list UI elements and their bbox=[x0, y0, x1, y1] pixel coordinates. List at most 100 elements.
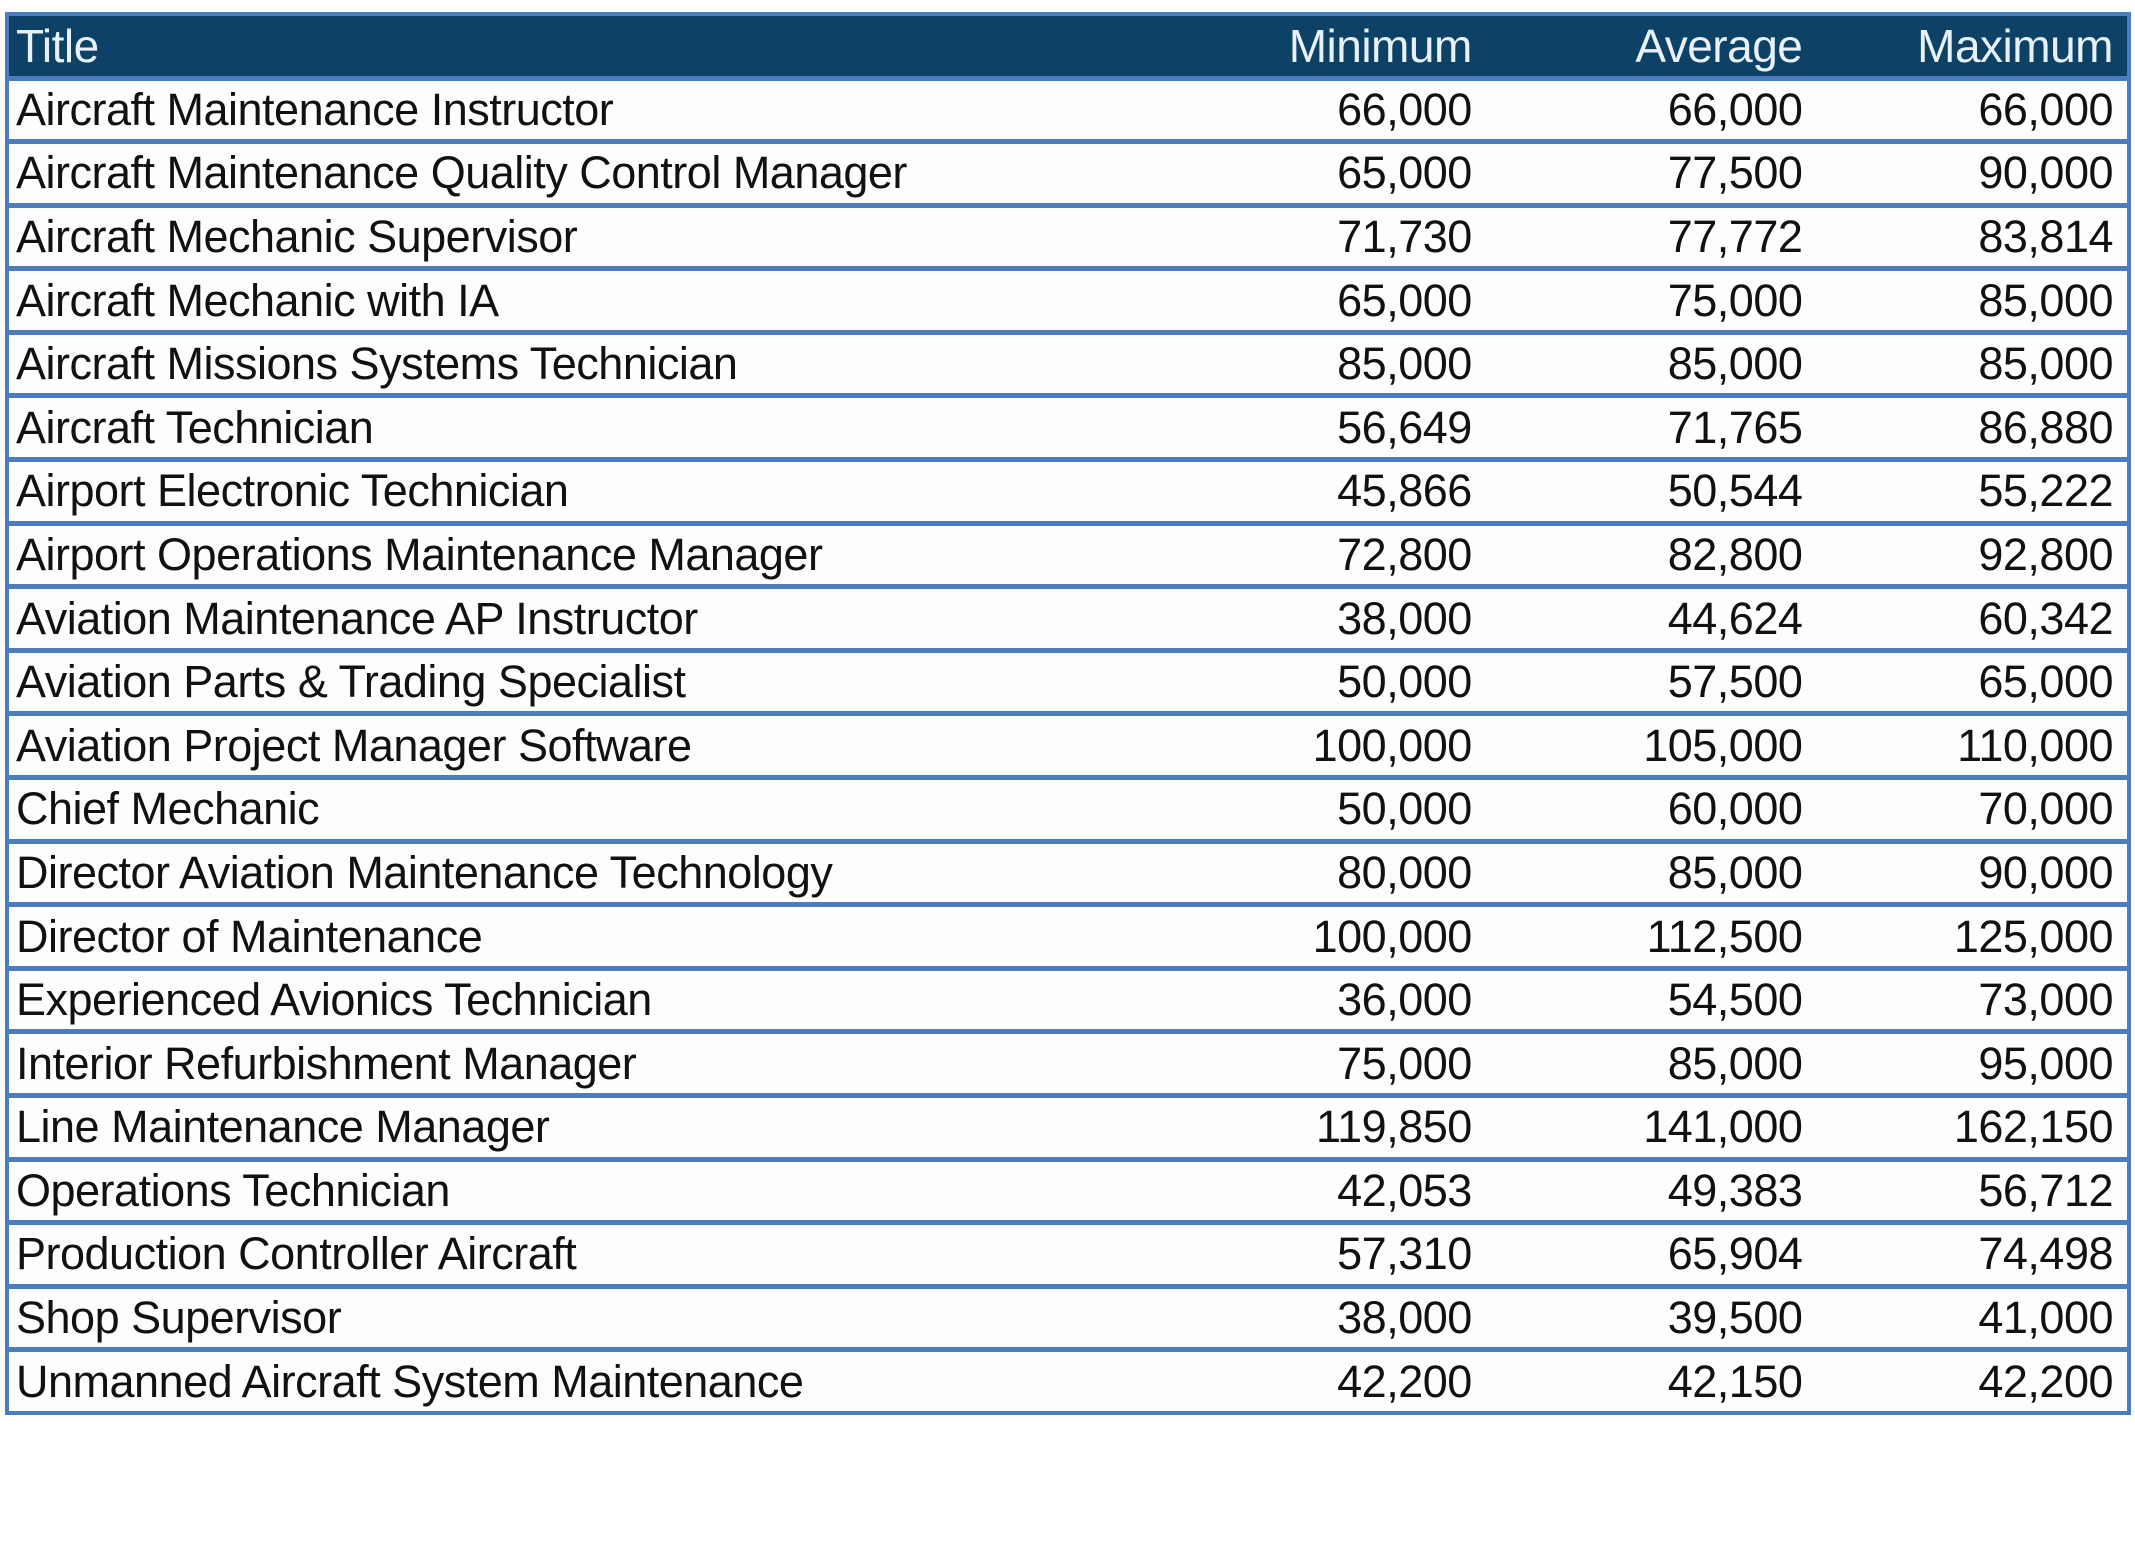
cell-maximum: 85,000 bbox=[1978, 338, 2113, 390]
table-row: Shop Supervisor 38,000 39,500 41,000 bbox=[7, 1286, 2129, 1350]
cell-average: 141,000 bbox=[1643, 1101, 1803, 1153]
cell-average: 85,000 bbox=[1667, 846, 1803, 898]
cell-minimum: 71,730 bbox=[1337, 210, 1472, 262]
cell-average: 50,544 bbox=[1667, 465, 1803, 517]
cell-average: 57,500 bbox=[1667, 656, 1803, 708]
cell-minimum: 42,053 bbox=[1337, 1164, 1472, 1216]
table-row: Aviation Parts & Trading Specialist 50,00… bbox=[7, 650, 2129, 714]
cell-title: Aviation Maintenance AP Instructor bbox=[16, 592, 698, 644]
table-row: Airport Electronic Technician 45,866 50,54… bbox=[7, 459, 2129, 524]
table-row: Aircraft Maintenance Instructor 66,000 66,… bbox=[7, 78, 2129, 142]
column-header-title: Title bbox=[7, 14, 1160, 78]
cell-maximum: 65,000 bbox=[1978, 656, 2113, 708]
table-row: Aircraft Missions Systems Technician 85,0… bbox=[7, 332, 2129, 396]
cell-title: Chief Mechanic bbox=[16, 783, 320, 835]
cell-minimum: 45,866 bbox=[1337, 465, 1472, 517]
cell-maximum: 73,000 bbox=[1978, 974, 2113, 1026]
table-row: Aviation Maintenance AP Instructor 38,000… bbox=[7, 586, 2129, 651]
table-row: Unmanned Aircraft System Maintenance 42,2… bbox=[7, 1349, 2129, 1414]
cell-title: Director of Maintenance bbox=[16, 910, 483, 962]
salary-table: Title Minimum Average Maximum Aircraft M… bbox=[5, 12, 2131, 1416]
cell-title: Experienced Avionics Technician bbox=[16, 974, 652, 1026]
cell-minimum: 65,000 bbox=[1337, 274, 1472, 326]
cell-average: 82,800 bbox=[1667, 528, 1803, 580]
table-row: Experienced Avionics Technician 36,000 54,… bbox=[7, 968, 2129, 1032]
cell-minimum: 80,000 bbox=[1337, 846, 1472, 898]
cell-maximum: 60,342 bbox=[1978, 592, 2113, 644]
table-row: Airport Operations Maintenance Manager 72… bbox=[7, 523, 2129, 587]
cell-title: Airport Operations Maintenance Manager bbox=[16, 528, 823, 580]
table-row: Production Controller Aircraft 57,310 65,9… bbox=[7, 1222, 2129, 1287]
cell-title: Interior Refurbishment Manager bbox=[16, 1037, 637, 1089]
cell-minimum: 57,310 bbox=[1337, 1228, 1472, 1280]
cell-average: 77,772 bbox=[1667, 210, 1803, 262]
cell-average: 77,500 bbox=[1667, 147, 1803, 199]
cell-average: 54,500 bbox=[1667, 974, 1803, 1026]
cell-maximum: 41,000 bbox=[1978, 1292, 2113, 1344]
column-header-minimum: Minimum bbox=[1159, 14, 1486, 78]
salary-table-body: Aircraft Maintenance Instructor 66,000 66,… bbox=[7, 78, 2129, 1414]
salary-table-header: Title Minimum Average Maximum bbox=[7, 14, 2129, 78]
cell-maximum: 90,000 bbox=[1978, 846, 2113, 898]
cell-maximum: 42,200 bbox=[1978, 1355, 2113, 1407]
cell-minimum: 100,000 bbox=[1312, 719, 1473, 771]
cell-title: Line Maintenance Manager bbox=[16, 1101, 550, 1153]
cell-minimum: 42,200 bbox=[1337, 1355, 1472, 1407]
cell-maximum: 110,000 bbox=[1957, 719, 2113, 771]
cell-title: Shop Supervisor bbox=[16, 1292, 342, 1344]
cell-average: 42,150 bbox=[1667, 1355, 1803, 1407]
cell-title: Airport Electronic Technician bbox=[16, 465, 569, 517]
cell-maximum: 95,000 bbox=[1978, 1037, 2113, 1089]
cell-title: Unmanned Aircraft System Maintenance bbox=[16, 1355, 804, 1407]
cell-maximum: 162,150 bbox=[1953, 1101, 2114, 1153]
cell-title: Director Aviation Maintenance Technology bbox=[16, 846, 833, 898]
cell-minimum: 100,000 bbox=[1312, 910, 1473, 962]
cell-title: Aircraft Missions Systems Technician bbox=[16, 338, 738, 390]
cell-minimum: 75,000 bbox=[1337, 1037, 1472, 1089]
cell-average: 85,000 bbox=[1667, 1037, 1803, 1089]
cell-maximum: 86,880 bbox=[1978, 401, 2113, 453]
cell-maximum: 55,222 bbox=[1978, 465, 2113, 517]
cell-average: 105,000 bbox=[1643, 719, 1803, 771]
cell-maximum: 70,000 bbox=[1978, 783, 2113, 835]
cell-average: 60,000 bbox=[1667, 783, 1803, 835]
cell-average: 85,000 bbox=[1667, 338, 1803, 390]
cell-minimum: 56,649 bbox=[1337, 401, 1472, 453]
cell-title: Aviation Project Manager Software bbox=[16, 719, 692, 771]
cell-title: Aircraft Maintenance Instructor bbox=[16, 83, 614, 135]
cell-minimum: 36,000 bbox=[1337, 974, 1472, 1026]
header-row: Title Minimum Average Maximum bbox=[7, 14, 2129, 78]
cell-title: Aviation Parts & Trading Specialist bbox=[16, 656, 686, 708]
table-row: Operations Technician 42,053 49,383 56,712 bbox=[7, 1159, 2129, 1223]
cell-minimum: 66,000 bbox=[1337, 83, 1472, 135]
cell-minimum: 119,850 bbox=[1315, 1101, 1472, 1153]
cell-maximum: 85,000 bbox=[1978, 274, 2113, 326]
cell-title: Aircraft Mechanic with IA bbox=[16, 274, 499, 326]
cell-minimum: 50,000 bbox=[1337, 783, 1472, 835]
table-row: Aviation Project Manager Software 100,000… bbox=[7, 713, 2129, 778]
cell-title: Aircraft Maintenance Quality Control Man… bbox=[16, 147, 907, 199]
cell-maximum: 90,000 bbox=[1978, 147, 2113, 199]
cell-average: 39,500 bbox=[1667, 1292, 1803, 1344]
table-row: Interior Refurbishment Manager 75,000 85,0… bbox=[7, 1031, 2129, 1096]
cell-minimum: 38,000 bbox=[1337, 1292, 1472, 1344]
cell-average: 44,624 bbox=[1667, 592, 1803, 644]
table-row: Director Aviation Maintenance Technology… bbox=[7, 841, 2129, 905]
cell-maximum: 56,712 bbox=[1978, 1164, 2113, 1216]
table-row: Aircraft Mechanic Supervisor 71,730 77,772… bbox=[7, 205, 2129, 269]
cell-title: Aircraft Mechanic Supervisor bbox=[16, 210, 578, 262]
cell-title: Operations Technician bbox=[16, 1164, 450, 1216]
cell-minimum: 85,000 bbox=[1337, 338, 1472, 390]
cell-maximum: 125,000 bbox=[1953, 910, 2114, 962]
cell-maximum: 83,814 bbox=[1978, 210, 2113, 262]
cell-average: 75,000 bbox=[1667, 274, 1803, 326]
cell-minimum: 38,000 bbox=[1337, 592, 1472, 644]
table-row: Aircraft Mechanic with IA 65,000 75,000 85,… bbox=[7, 268, 2129, 333]
cell-average: 66,000 bbox=[1667, 83, 1803, 135]
table-row: Director of Maintenance 100,000 112,500 125… bbox=[7, 904, 2129, 969]
table-row: Chief Mechanic 50,000 60,000 70,000 bbox=[7, 777, 2129, 842]
cell-average: 65,904 bbox=[1667, 1228, 1803, 1280]
cell-maximum: 74,498 bbox=[1978, 1228, 2113, 1280]
cell-title: Aircraft Technician bbox=[16, 401, 374, 453]
